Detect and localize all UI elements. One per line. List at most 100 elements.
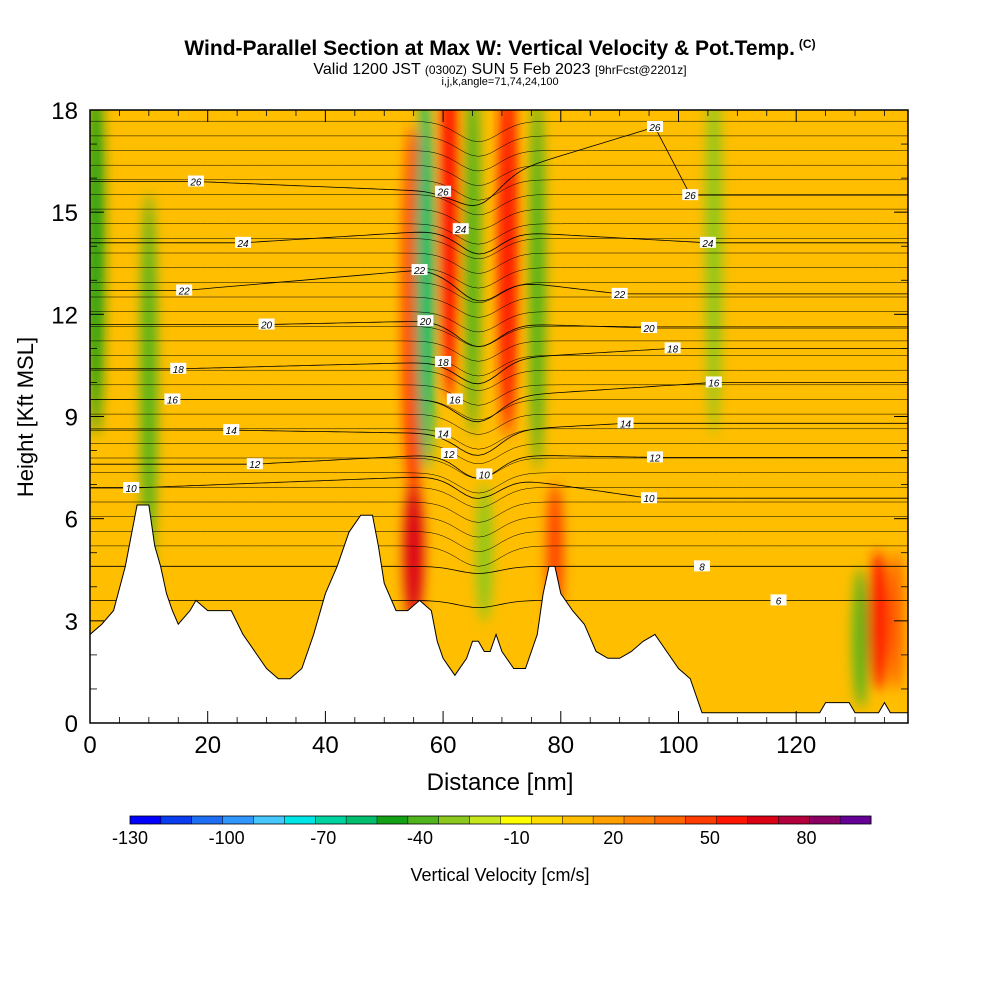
colorbar-swatch — [809, 816, 841, 824]
contour-label-bg — [770, 594, 787, 606]
y-tick-label: 9 — [65, 405, 78, 432]
colorbar-swatch — [685, 816, 718, 824]
contour-label-bg — [223, 424, 240, 436]
contour-label-text: 12 — [443, 450, 455, 461]
theta-contour — [90, 455, 908, 479]
colorbar-swatch — [315, 816, 347, 824]
contour-label: 22 — [411, 264, 428, 277]
colorbar-swatch — [500, 816, 532, 824]
x-tick-label: 80 — [547, 732, 574, 759]
contour-label: 12 — [646, 451, 663, 464]
contour-label: 26 — [682, 189, 699, 202]
theta-isentrope — [90, 413, 908, 435]
colorbar-tick-label: 20 — [603, 828, 623, 848]
y-tick-label: 0 — [65, 711, 78, 738]
contour-label-text: 8 — [699, 562, 705, 573]
contour-label-text: 20 — [260, 321, 273, 332]
theta-isentrope — [90, 501, 908, 523]
colorbar-swatch — [377, 816, 409, 824]
contour-label: 16 — [446, 393, 463, 406]
contour-label: 10 — [476, 468, 493, 481]
x-tick-label: 120 — [776, 732, 816, 759]
contour-label: 14 — [617, 417, 634, 430]
colorbar-tick-label: -10 — [504, 828, 530, 848]
colorbar-tick-label: -40 — [407, 828, 433, 848]
theta-isentrope — [90, 399, 908, 421]
wind-cell — [464, 110, 481, 437]
contour-label: 18 — [170, 362, 187, 376]
valid-utc: (0300Z) — [424, 63, 467, 77]
contour-label-text: 26 — [437, 188, 450, 199]
contour-label: 20 — [641, 321, 658, 335]
colorbar-swatch — [222, 816, 254, 824]
contour-label-bg — [664, 342, 681, 354]
colorbar-tick-label: -100 — [209, 828, 245, 848]
contour-label-text: 16 — [708, 378, 720, 389]
colorbar-swatch — [747, 816, 779, 824]
contour-label-bg — [435, 356, 452, 368]
colorbar-swatch — [438, 816, 471, 824]
theta-isentrope — [90, 135, 908, 157]
theta-isentrope — [90, 487, 908, 509]
theta-contour — [90, 565, 908, 574]
contour-label-bg — [611, 287, 628, 299]
contour-label: 16 — [705, 376, 722, 389]
contour-label-text: 14 — [226, 426, 238, 437]
contour-label-text: 10 — [126, 484, 138, 495]
colorbar-swatch — [407, 816, 440, 824]
section-indices: i,j,k,angle=71,74,24,100 — [441, 76, 559, 88]
contour-label-bg — [699, 236, 716, 248]
wind-cell — [868, 550, 889, 691]
contour-label-bg — [187, 175, 204, 187]
contour-label-bg — [641, 492, 658, 504]
theta-contour — [90, 321, 908, 348]
contour-label-text: 22 — [613, 290, 626, 301]
contour-label-text: 24 — [701, 239, 714, 250]
theta-isentrope — [90, 120, 908, 142]
contour-label: 16 — [164, 393, 181, 406]
colorbar-swatch — [654, 816, 687, 824]
theta-isentrope — [90, 311, 908, 333]
colorbar-swatch — [716, 816, 748, 824]
contour-label-bg — [476, 468, 493, 480]
contour-label-bg — [705, 376, 722, 388]
contour-label-bg — [411, 264, 428, 276]
colorbar-swatch — [469, 816, 501, 824]
colorbar-swatch — [160, 816, 193, 824]
wind-cell — [403, 482, 424, 623]
valid-prefix: Valid 1200 JST — [313, 61, 421, 78]
contour-label-text: 18 — [438, 358, 450, 369]
colorbar-swatch — [531, 816, 563, 824]
theta-contour — [90, 270, 908, 302]
theta-isentrope — [90, 355, 908, 377]
theta-isentrope — [90, 443, 908, 465]
contour-label-text: 26 — [189, 178, 202, 189]
theta-isentrope — [90, 282, 908, 304]
contour-label-bg — [176, 284, 193, 296]
contour-label-text: 6 — [776, 596, 782, 607]
wind-cell — [140, 192, 157, 573]
contour-label-text: 10 — [644, 494, 656, 505]
y-tick-label: 15 — [51, 200, 78, 227]
contour-label: 20 — [258, 318, 275, 332]
colorbar-swatch — [840, 816, 872, 824]
contour-label-text: 20 — [643, 324, 656, 335]
colorbar-tick-label: 50 — [700, 828, 720, 848]
velocity-field: 6 8 10 10 10 12 12 12 14 14 14 16 16 16 18 18 18 20 20 20 22… — [90, 110, 908, 723]
contour-label: 26 — [646, 121, 663, 134]
contour-label: 24 — [699, 236, 716, 250]
contour-label-text: 16 — [167, 395, 179, 406]
colorbar-swatch — [346, 816, 378, 824]
contour-label-bg — [646, 451, 663, 463]
theta-contour — [90, 348, 908, 385]
contour-label-bg — [417, 315, 434, 327]
contour-label: 6 — [770, 594, 787, 607]
theta-contour — [90, 126, 908, 207]
contour-label-text: 22 — [178, 286, 191, 297]
contour-label: 26 — [435, 185, 452, 199]
contour-label-text: 24 — [454, 225, 467, 236]
wind-cell — [705, 110, 722, 437]
contour-label-text: 14 — [438, 430, 450, 441]
theta-isentrope — [90, 472, 908, 494]
title-mark: (C) — [798, 37, 816, 51]
